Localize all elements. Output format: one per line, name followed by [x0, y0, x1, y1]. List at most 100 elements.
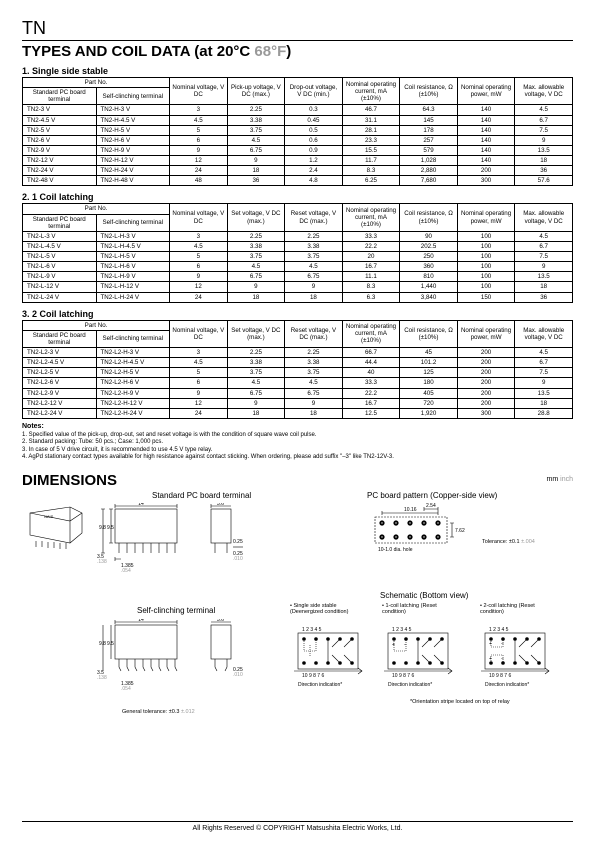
tol-val: Tolerance: ±0.1 [482, 539, 520, 545]
table-row: TN2-L-6 VTN2-L-H-6 V64.54.516.73601009 [23, 262, 573, 272]
table-cell: 28.1 [342, 125, 400, 135]
diagram-end-view-std: 3.6 .142 0.25 .010 0.25 [197, 503, 257, 573]
hdr-curr: Nominal operating current, mA (±10%) [342, 78, 400, 105]
table-cell: TN2-48 V [23, 176, 97, 186]
table-cell: TN2-L2-4.5 V [23, 358, 97, 368]
table-cell: 3 [170, 348, 228, 358]
hdr-self-term: Self-clinching terminal [96, 330, 170, 347]
dim-95: 9.5 [107, 525, 114, 531]
table-cell: 9 [170, 272, 228, 282]
table-cell: 3.75 [227, 252, 285, 262]
table-cell: TN2-H-48 V [96, 176, 170, 186]
table-cell: 4.5 [227, 378, 285, 388]
table-cell: 100 [457, 262, 515, 272]
table-cell: 11.1 [342, 272, 400, 282]
section-1-heading: 1. Single side stable [22, 66, 573, 76]
tol-val-g: ±.004 [520, 539, 535, 545]
table-cell: TN2-H-24 V [96, 166, 170, 176]
table-cell: 48 [170, 176, 228, 186]
table-cell: 3.75 [227, 125, 285, 135]
diagram-side-view-self: 14 9.8 9.5 3.5 .138 1.385 .054 [97, 619, 192, 694]
table-cell: 9 [515, 378, 573, 388]
pins-top-3: 1 2 3 4 5 [489, 627, 509, 633]
hdr-nomv: Nominal voltage, V DC [170, 78, 228, 105]
table-cell: TN2-H-9 V [96, 145, 170, 155]
svg-text:+: + [489, 656, 492, 662]
title-temp-f: 68°F [254, 43, 286, 60]
table-cell: 200 [457, 368, 515, 378]
copyright-footer: All Rights Reserved © COPYRIGHT Matsushi… [22, 821, 573, 832]
table-cell: 4.5 [227, 262, 285, 272]
table-cell: 1.2 [285, 156, 343, 166]
table-cell: 6.75 [227, 145, 285, 155]
svg-text:−: − [404, 642, 407, 648]
table-cell: TN2-L2-6 V [23, 378, 97, 388]
table-cell: 6.75 [227, 388, 285, 398]
table-cell: TN2-L-H-24 V [96, 292, 170, 302]
table-cell: 33.3 [342, 231, 400, 241]
dim-95b: 9.5 [107, 641, 114, 647]
table-cell: TN2-H-6 V [96, 135, 170, 145]
table-cell: 140 [457, 145, 515, 155]
table-cell: 6.25 [342, 176, 400, 186]
dir-ind-3: Direction indication* [485, 682, 529, 688]
table-cell: TN2-L2-9 V [23, 388, 97, 398]
table-cell: 9 [227, 282, 285, 292]
table-cell: 4.5 [285, 378, 343, 388]
dim-1385gb: .054 [121, 686, 131, 692]
pins-bot-3: 10 9 8 7 6 [489, 673, 511, 679]
pins-bot-1: 10 9 8 7 6 [302, 673, 324, 679]
table-row: TN2-L-5 VTN2-L-H-5 V53.753.75202501007.5 [23, 252, 573, 262]
table-cell: 24 [170, 292, 228, 302]
table-cell: 6.75 [285, 388, 343, 398]
table-cell: 5 [170, 252, 228, 262]
table-cell: 12 [170, 156, 228, 166]
pins-bot-2: 10 9 8 7 6 [392, 673, 414, 679]
table-cell: 4.5 [515, 105, 573, 115]
unit-label: mm inch [547, 476, 573, 483]
table-cell: 0.3 [285, 105, 343, 115]
table-cell: 200 [457, 378, 515, 388]
table-cell: 1,920 [400, 408, 458, 418]
table-cell: 40 [342, 368, 400, 378]
table-cell: 90 [400, 231, 458, 241]
table-cell: 9 [515, 135, 573, 145]
table-cell: 18 [227, 292, 285, 302]
table-row: TN2-L-9 VTN2-L-H-9 V96.756.7511.18101001… [23, 272, 573, 282]
table-cell: 64.3 [400, 105, 458, 115]
table-cell: 180 [400, 378, 458, 388]
hdr-resetv: Reset voltage, V DC (max.) [285, 320, 343, 347]
table-cell: 2.25 [285, 348, 343, 358]
table-cell: 44.4 [342, 358, 400, 368]
svg-text:−: − [501, 656, 504, 662]
unit-inch: inch [560, 476, 573, 483]
table-cell: 2,880 [400, 166, 458, 176]
table-cell: 33.3 [342, 378, 400, 388]
table-cell: 7.5 [515, 368, 573, 378]
table-cell: 9 [515, 262, 573, 272]
table-cell: 18 [515, 398, 573, 408]
table-cell: 300 [457, 408, 515, 418]
hdr-pow: Nominal operating power, mW [457, 204, 515, 231]
table-cell: 4.5 [515, 231, 573, 241]
table-cell: 0.5 [285, 125, 343, 135]
table-cell: 6.3 [342, 292, 400, 302]
table-cell: TN2-L-9 V [23, 272, 97, 282]
label-1coil: • 1-coil latching (Reset condition) [382, 603, 457, 615]
table-cell: 200 [457, 348, 515, 358]
dim-35g: .138 [97, 559, 107, 565]
table-cell: 125 [400, 368, 458, 378]
table-row: TN2-L2-12 VTN2-L2-H-12 V129916.772020018 [23, 398, 573, 408]
table-row: TN2-12 VTN2-H-12 V1291.211.71,02814018 [23, 156, 573, 166]
table-cell: TN2-12 V [23, 156, 97, 166]
table-cell: 2.25 [285, 231, 343, 241]
table-cell: 18 [227, 166, 285, 176]
dim-762: 7.62 [455, 528, 465, 534]
table-cell: 16.7 [342, 398, 400, 408]
svg-text:−: − [501, 641, 504, 647]
hdr-curr: Nominal operating current, mA (±10%) [342, 320, 400, 347]
table-cell: TN2-L2-H-9 V [96, 388, 170, 398]
table-row: TN2-24 VTN2-H-24 V24182.48.32,88020036 [23, 166, 573, 176]
table-cell: 1,028 [400, 156, 458, 166]
dir-ind-1: Direction indication* [298, 682, 342, 688]
